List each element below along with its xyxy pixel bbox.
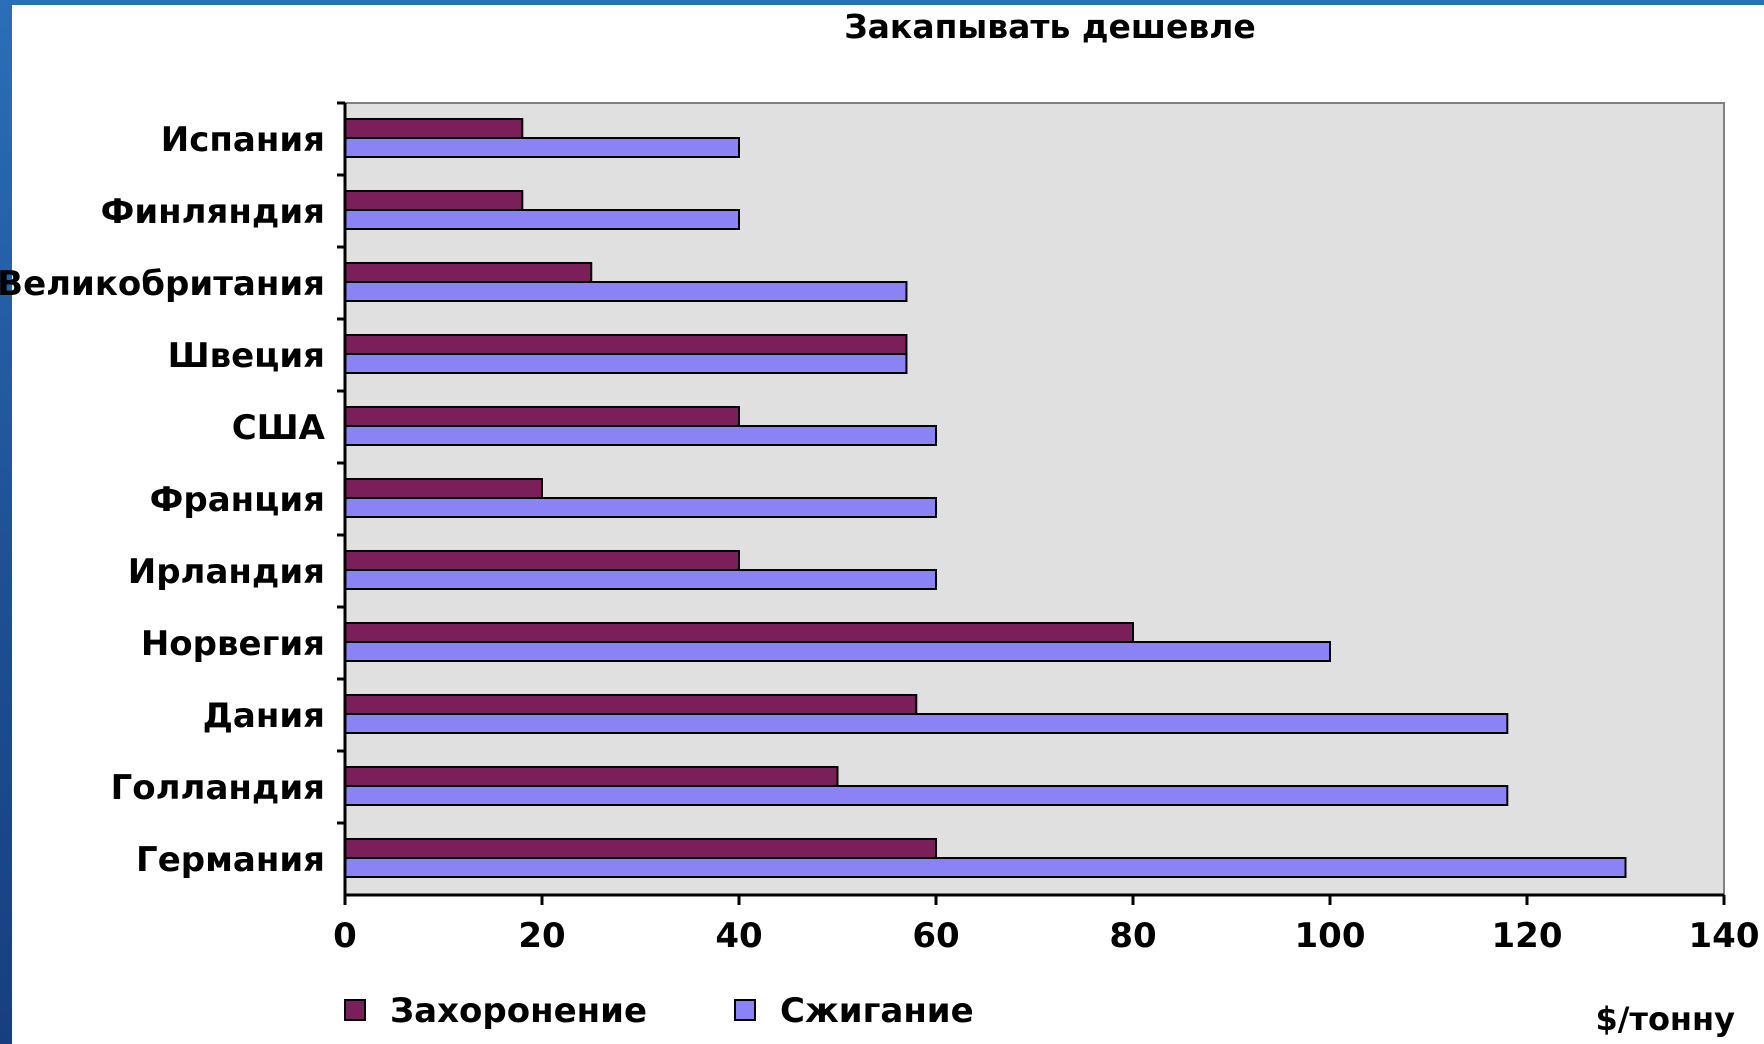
bar-incineration xyxy=(344,857,1627,878)
bar-burial xyxy=(344,838,937,859)
x-tick-label: 80 xyxy=(1109,916,1156,956)
bar-burial xyxy=(344,622,1134,643)
category-label: Франция xyxy=(150,480,325,520)
x-tick-label: 140 xyxy=(1689,916,1760,956)
bar-burial xyxy=(344,190,524,211)
category-label: Финляндия xyxy=(101,192,325,232)
legend-label: Захоронение xyxy=(390,991,647,1031)
bar-burial xyxy=(344,406,740,427)
x-tick-label: 0 xyxy=(333,916,357,956)
bar-incineration xyxy=(344,785,1509,806)
category-label: Швеция xyxy=(168,336,325,376)
bar-burial xyxy=(344,118,524,139)
category-label: Испания xyxy=(161,120,325,160)
legend: Захоронение Сжигание xyxy=(344,991,974,1031)
bar-burial xyxy=(344,334,908,355)
x-tick-label: 40 xyxy=(715,916,762,956)
category-label: США xyxy=(232,408,326,448)
category-label: Голландия xyxy=(111,768,325,808)
x-tick-label: 100 xyxy=(1295,916,1366,956)
bar-incineration xyxy=(344,281,908,302)
chart-title: Закапывать дешевле xyxy=(844,7,1256,46)
x-tick-label: 20 xyxy=(518,916,565,956)
x-tick-label: 120 xyxy=(1492,916,1563,956)
category-label: Дания xyxy=(203,696,325,736)
legend-swatch xyxy=(344,999,366,1021)
bar-incineration xyxy=(344,569,937,590)
bar-burial xyxy=(344,694,918,715)
bar-incineration xyxy=(344,209,740,230)
bar-incineration xyxy=(344,137,740,158)
bar-burial xyxy=(344,766,839,787)
tick-labels: 0 20 40 60 80 100 120 140 xyxy=(333,916,1759,956)
bar-incineration xyxy=(344,425,937,446)
bar-burial xyxy=(344,478,543,499)
bar-incineration xyxy=(344,353,908,374)
bar-burial xyxy=(344,550,740,571)
bar-incineration xyxy=(344,713,1509,734)
legend-label: Сжигание xyxy=(780,991,974,1031)
x-axis-unit-label: $/тонну xyxy=(1595,1000,1735,1038)
x-tick-label: 60 xyxy=(912,916,959,956)
bar-incineration xyxy=(344,497,937,518)
category-labels: Испания Финляндия Великобритания Швеция США Ф… xyxy=(0,120,326,880)
category-label: Германия xyxy=(136,840,325,880)
bar-incineration xyxy=(344,641,1331,662)
category-label: Ирландия xyxy=(128,552,325,592)
category-label: Великобритания xyxy=(0,264,325,304)
legend-swatch xyxy=(734,999,756,1021)
ticks-layer xyxy=(337,101,1726,905)
category-label: Норвегия xyxy=(141,624,325,664)
bar-burial xyxy=(344,262,593,283)
